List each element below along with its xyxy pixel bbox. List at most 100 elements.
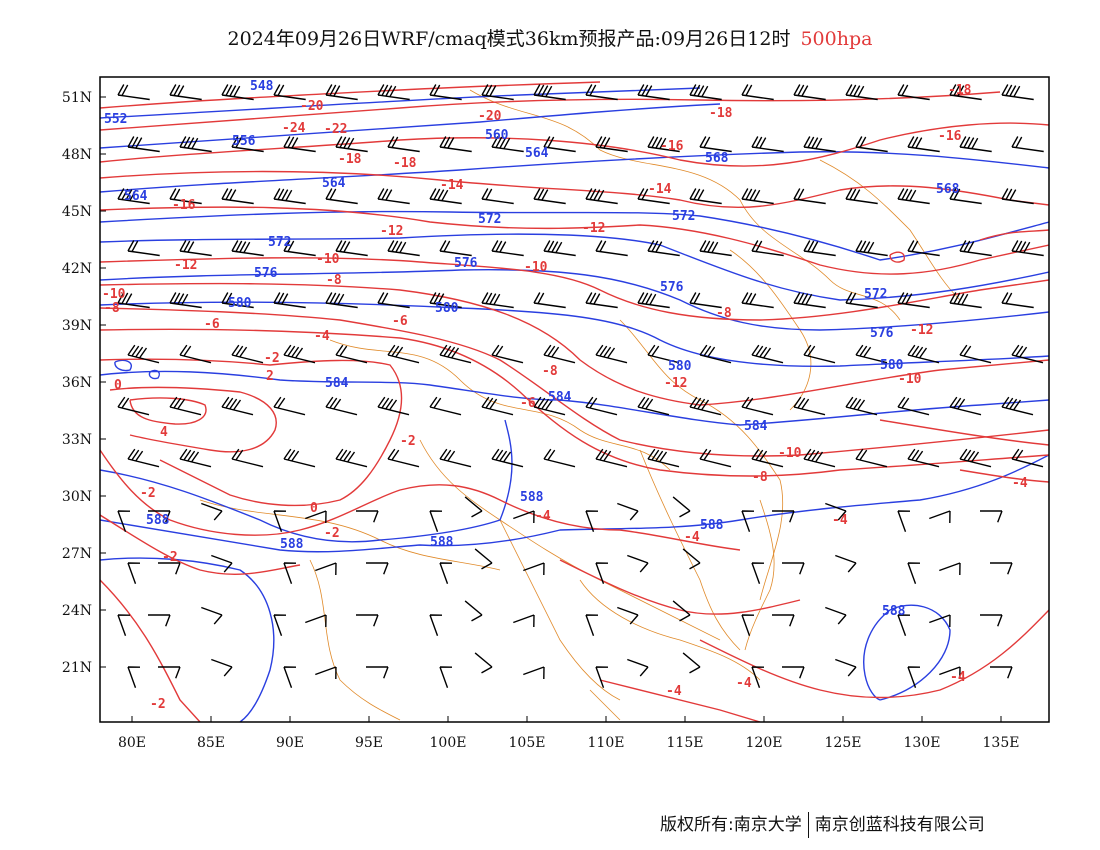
wind-barb (793, 188, 826, 205)
wind-barb (595, 666, 609, 688)
lat-tick-label: 39N (62, 318, 92, 334)
temperature-label: -6 (392, 314, 408, 329)
wind-barb (855, 344, 888, 364)
wind-barb (158, 666, 181, 679)
wind-barb (699, 344, 732, 364)
wind-barb (772, 614, 795, 627)
wind-barb (169, 396, 202, 416)
wind-barb (855, 136, 888, 153)
wind-barb (793, 396, 826, 416)
wind-barb (117, 84, 150, 101)
wind-barb (513, 510, 535, 524)
wind-barb (283, 448, 316, 468)
temperature-label: -4 (684, 530, 700, 545)
wind-barb (907, 562, 921, 584)
height-label: 576 (254, 266, 278, 281)
wind-barb (835, 554, 857, 573)
wind-barb (907, 666, 921, 688)
height-label: 580 (668, 359, 692, 374)
wind-barb (1011, 448, 1044, 468)
wind-barb (782, 666, 805, 679)
wind-barb (1001, 292, 1034, 309)
wind-barb (949, 292, 982, 309)
temperature-label: -10 (316, 252, 340, 267)
copyright-footer: 版权所有:南京大学 南京创蓝科技有限公司 (660, 810, 985, 838)
wind-barb (439, 562, 453, 584)
wind-barb (273, 510, 287, 532)
wind-barb (689, 396, 722, 416)
temperature-label: -2 (400, 434, 416, 449)
wind-barb (741, 614, 755, 636)
lon-tick-label: 120E (746, 735, 783, 751)
temperature-label: -12 (910, 323, 933, 338)
wind-barb (803, 448, 836, 468)
temperature-label: -20 (478, 109, 502, 124)
wind-barb (429, 292, 462, 309)
wind-barb (117, 292, 150, 309)
wind-barb (751, 344, 784, 364)
temperature-label: -2 (140, 486, 156, 501)
wind-barb (803, 344, 836, 364)
wind-barb (429, 396, 462, 416)
copyright-owner: 版权所有:南京大学 (660, 815, 802, 835)
height-label: 572 (268, 235, 291, 250)
wind-barb (751, 448, 784, 468)
wind-barb (127, 136, 160, 153)
temperature-label: -6 (520, 396, 536, 411)
wind-barb (305, 614, 327, 628)
wind-barb (647, 136, 680, 153)
height-label: 580 (435, 301, 459, 316)
temperature-label: -2 (324, 526, 340, 541)
wind-barb (335, 448, 368, 468)
wind-barb (949, 84, 982, 101)
wind-barb (201, 502, 223, 521)
temperature-label: -14 (440, 178, 464, 193)
wind-barb (439, 666, 453, 688)
temperature-label: -4 (535, 509, 551, 524)
lon-tick-label: 110E (588, 735, 625, 751)
temperature-contour-labels: -24 -22 -20 -20 -18 -18 -18 -18 -16 -16 … (102, 83, 1028, 712)
wind-barb (595, 344, 628, 364)
wind-barb (637, 396, 670, 416)
wind-barb (491, 344, 524, 364)
wind-barb (429, 614, 443, 636)
lon-tick-label: 100E (430, 735, 467, 751)
wind-barb (699, 136, 732, 153)
wind-barb (959, 240, 992, 257)
wind-barb (689, 292, 722, 309)
wind-barb (273, 396, 306, 416)
wind-barb (939, 666, 961, 680)
wind-barb (845, 292, 878, 309)
wind-barb (387, 240, 420, 257)
height-label: 580 (228, 296, 252, 311)
wind-barb (647, 240, 680, 257)
wind-barb (741, 396, 774, 416)
wind-barb (429, 188, 462, 205)
wind-barb (231, 344, 264, 364)
wind-barb (1011, 136, 1044, 153)
lat-tick-label: 51N (62, 90, 92, 106)
lat-tick-label: 30N (62, 489, 92, 505)
temperature-label: -10 (898, 372, 922, 387)
height-label: 584 (548, 390, 572, 405)
wind-barb (929, 614, 951, 628)
wind-barb (377, 292, 410, 309)
height-label: 588 (146, 513, 170, 528)
temperature-label: -16 (660, 139, 684, 154)
wind-barb (474, 548, 493, 570)
wind-barb (637, 292, 670, 309)
lon-tick-label: 85E (197, 735, 225, 751)
wind-barb (741, 188, 774, 205)
wind-barb (543, 344, 576, 364)
temperature-label: -16 (172, 198, 196, 213)
wind-barb (929, 510, 951, 524)
wind-barb (315, 562, 337, 576)
temperature-label: -4 (1012, 476, 1028, 491)
height-label: 576 (870, 326, 894, 341)
lat-tick-label: 36N (62, 375, 92, 391)
temperature-label: -24 (282, 121, 306, 136)
wind-barb (491, 448, 524, 468)
lon-tick-label: 95E (355, 735, 383, 751)
wind-barb (825, 502, 847, 521)
wind-barb (793, 292, 826, 309)
